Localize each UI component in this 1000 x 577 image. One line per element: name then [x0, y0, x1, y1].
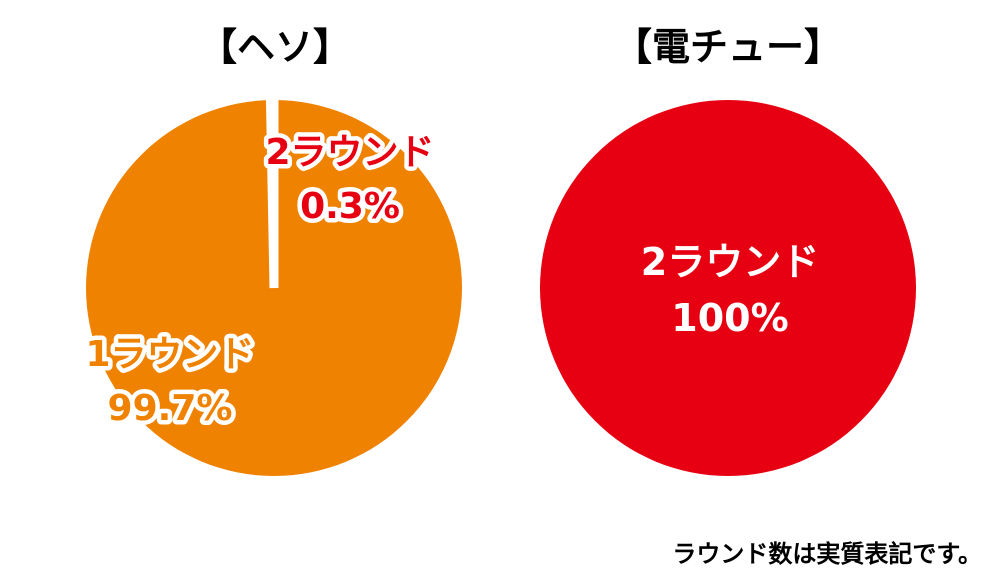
- chart-title-denchu: 【電チュー】: [614, 25, 842, 69]
- footnote: ラウンド数は実質表記です。: [672, 540, 982, 568]
- pie-slice-0-1: [265, 95, 279, 289]
- chart-title-heso: 【ヘソ】: [199, 25, 351, 69]
- slice-value-label-1-0: 100%: [671, 296, 788, 340]
- chart-denchu: 【電チュー】 2ラウンド 100%: [540, 25, 916, 476]
- slice-value-label-0-0: 99.7%: [108, 388, 233, 429]
- slice-name-label-1-0: 2ラウンド: [641, 240, 819, 284]
- pie-denchu: [540, 100, 916, 476]
- slice-name-label-0-0: 1ラウンド: [85, 334, 254, 375]
- slice-name-label-0-1: 2ラウンド: [265, 132, 434, 173]
- chart-heso: 【ヘソ】 1ラウンド 99.7% 2ラウンド 0.3%: [81, 25, 462, 476]
- pie-heso: [86, 95, 462, 476]
- labels-heso: 1ラウンド 99.7% 2ラウンド 0.3%: [81, 128, 439, 434]
- slice-value-label-0-1: 0.3%: [300, 186, 400, 227]
- pie-slice-1-0: [540, 100, 916, 476]
- labels-denchu: 2ラウンド 100%: [641, 240, 819, 340]
